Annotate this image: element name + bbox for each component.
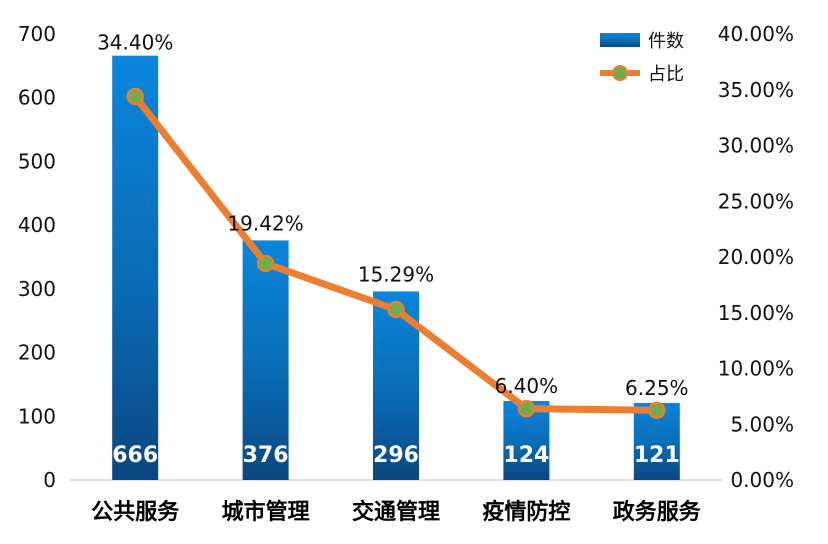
y-right-tick-label: 10.00%: [718, 357, 794, 381]
y-right-tick-label: 0.00%: [730, 468, 794, 492]
y-right-tick-label: 15.00%: [718, 301, 794, 325]
y-left-tick-label: 300: [18, 277, 56, 301]
x-category-label: 城市管理: [222, 499, 310, 525]
line-point: [648, 401, 666, 420]
bar-value-label: 124: [503, 443, 549, 468]
y-right-tick-label: 25.00%: [718, 189, 794, 213]
percent-label: 19.42%: [227, 211, 303, 235]
x-category-label: 政务服务: [613, 499, 702, 525]
bar: [242, 240, 289, 480]
x-category-label: 疫情防控: [482, 499, 570, 525]
line-point: [517, 399, 536, 418]
y-right-tick-label: 30.00%: [718, 134, 794, 158]
y-left-tick-label: 0: [43, 468, 56, 492]
x-category-label: 交通管理: [352, 499, 440, 525]
bar-value-label: 296: [373, 443, 419, 468]
legend-label-bar: 件数: [648, 31, 684, 52]
y-left-tick-label: 700: [18, 22, 56, 46]
bar-value-label: 121: [634, 443, 680, 468]
line-point: [387, 300, 405, 319]
bars: [112, 55, 680, 481]
bar-value-label: 666: [112, 443, 158, 468]
y-right-tick-label: 5.00%: [730, 412, 794, 436]
line-point: [126, 87, 144, 106]
y-right-tick-label: 40.00%: [718, 22, 794, 46]
y-left-tick-label: 400: [18, 213, 56, 237]
y-left-tick-label: 600: [18, 86, 56, 110]
line-point: [256, 254, 275, 273]
labels: 666 376 296 124 121 34.40% 19.42% 15.29% 6.40% 6.…: [97, 31, 689, 468]
bar-value-label: 376: [243, 443, 289, 468]
y-left-tick-label: 100: [18, 404, 56, 428]
percent-label: 15.29%: [358, 262, 434, 286]
y-left-tick-label: 200: [18, 341, 56, 365]
bar: [112, 55, 159, 481]
legend-label-line: 占比: [648, 64, 684, 85]
y-right-tick-label: 35.00%: [718, 78, 794, 102]
y-right-tick-label: 20.00%: [718, 245, 794, 269]
line-series: [126, 87, 666, 420]
percent-label: 6.40%: [495, 374, 559, 398]
x-category-label: 公共服务: [91, 500, 180, 525]
y-left-tick-label: 500: [18, 149, 56, 173]
legend-swatch-bar: [600, 33, 640, 47]
percent-label: 34.40%: [97, 31, 173, 55]
legend-swatch-marker: [612, 65, 628, 81]
axes: 0 100 200 300 400 500 600 700 0.00% 5.00% 10.00% 15…: [18, 22, 794, 525]
percent-label: 6.25%: [625, 376, 689, 400]
